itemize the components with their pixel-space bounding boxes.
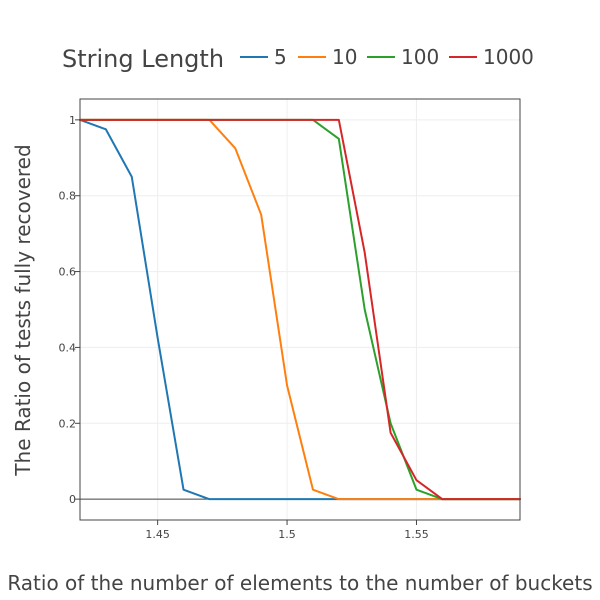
y-tick-label: 0.6 — [59, 266, 77, 279]
y-tick-label: 0.2 — [59, 417, 77, 430]
legend[interactable]: String Length 5 10 100 1000 — [62, 45, 534, 73]
legend-item-100[interactable]: 100 — [367, 45, 439, 69]
series-line-5[interactable] — [79, 118, 521, 501]
y-tick-label: 1 — [69, 114, 76, 127]
y-tick-label: 0 — [69, 493, 76, 506]
legend-item-5[interactable]: 5 — [240, 45, 287, 69]
legend-title: String Length — [62, 45, 224, 73]
series-lines — [79, 118, 521, 501]
plot-area — [79, 98, 521, 521]
y-axis-ticks: 0 0.2 0.4 0.6 0.8 1 — [59, 114, 80, 506]
y-axis-title: The Ratio of tests fully recovered — [11, 144, 35, 476]
legend-label: 1000 — [483, 45, 534, 69]
x-axis-ticks: 1.45 1.5 1.55 — [145, 520, 429, 541]
x-tick-label: 1.5 — [278, 528, 296, 541]
legend-item-1000[interactable]: 1000 — [449, 45, 534, 69]
series-line-1000[interactable] — [79, 118, 521, 501]
series-line-100[interactable] — [79, 118, 521, 501]
y-tick-label: 0.4 — [59, 341, 77, 354]
series-line-10[interactable] — [79, 118, 521, 501]
plot-frame — [79, 98, 521, 521]
legend-item-10[interactable]: 10 — [298, 45, 357, 69]
x-tick-label: 1.45 — [145, 528, 170, 541]
legend-label: 100 — [401, 45, 439, 69]
x-axis-title: Ratio of the number of elements to the n… — [7, 571, 592, 595]
y-gridlines — [80, 119, 520, 500]
y-tick-label: 0.8 — [59, 190, 77, 203]
legend-label: 5 — [274, 45, 287, 69]
x-gridlines — [157, 99, 417, 520]
legend-label: 10 — [332, 45, 357, 69]
x-tick-label: 1.55 — [404, 528, 429, 541]
